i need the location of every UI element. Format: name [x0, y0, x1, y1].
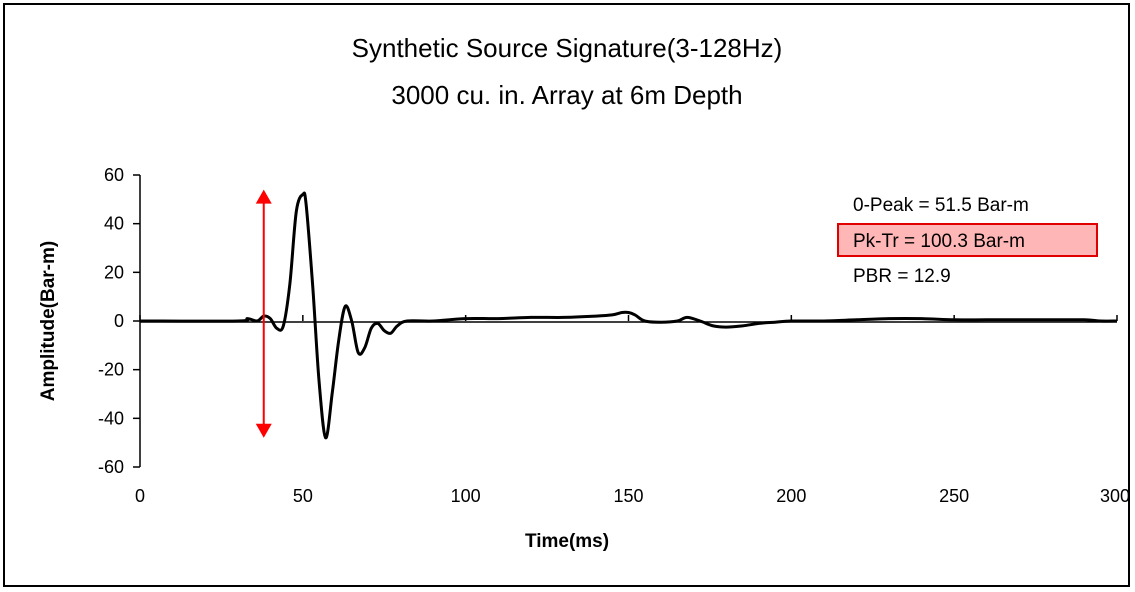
chart-title: Synthetic Source Signature(3-128Hz)	[352, 33, 783, 63]
x-tick-label: 200	[776, 486, 806, 506]
x-tick-label: 100	[451, 486, 481, 506]
y-tick-label: 0	[114, 311, 124, 331]
peak-trough-annotation: Pk-Tr = 100.3 Bar-m	[853, 231, 1025, 252]
y-tick-label: 60	[104, 165, 124, 185]
y-tick-label: 40	[104, 214, 124, 234]
x-axis-title: Time(ms)	[525, 531, 609, 552]
x-tick-label: 250	[939, 486, 969, 506]
zero-peak-annotation: 0-Peak = 51.5 Bar-m	[853, 195, 1029, 216]
chart-subtitle: 3000 cu. in. Array at 6m Depth	[391, 80, 742, 110]
chart-frame	[3, 3, 1130, 587]
y-tick-label: -20	[98, 360, 124, 380]
arrow-head-up	[255, 189, 272, 204]
arrow-head-down	[255, 423, 272, 438]
x-tick-label: 0	[135, 486, 145, 506]
peak-trough-highlight-box	[837, 223, 1098, 257]
x-tick-label: 150	[613, 486, 643, 506]
y-tick-label: -60	[98, 457, 124, 477]
y-axis-title: Amplitude(Bar-m)	[38, 241, 59, 401]
pbr-annotation: PBR = 12.9	[853, 266, 951, 287]
x-ticks: 0 50 100 150 200 250 300	[135, 315, 1130, 506]
y-tick-label: -40	[98, 408, 124, 428]
y-ticks: 60 40 20 0 -20 -40 -60	[98, 165, 140, 477]
peak-trough-arrow	[255, 189, 272, 438]
y-tick-label: 20	[104, 262, 124, 282]
signature-series-line	[139, 191, 1118, 440]
x-tick-label: 50	[293, 486, 313, 506]
x-tick-label: 300	[1100, 486, 1130, 506]
